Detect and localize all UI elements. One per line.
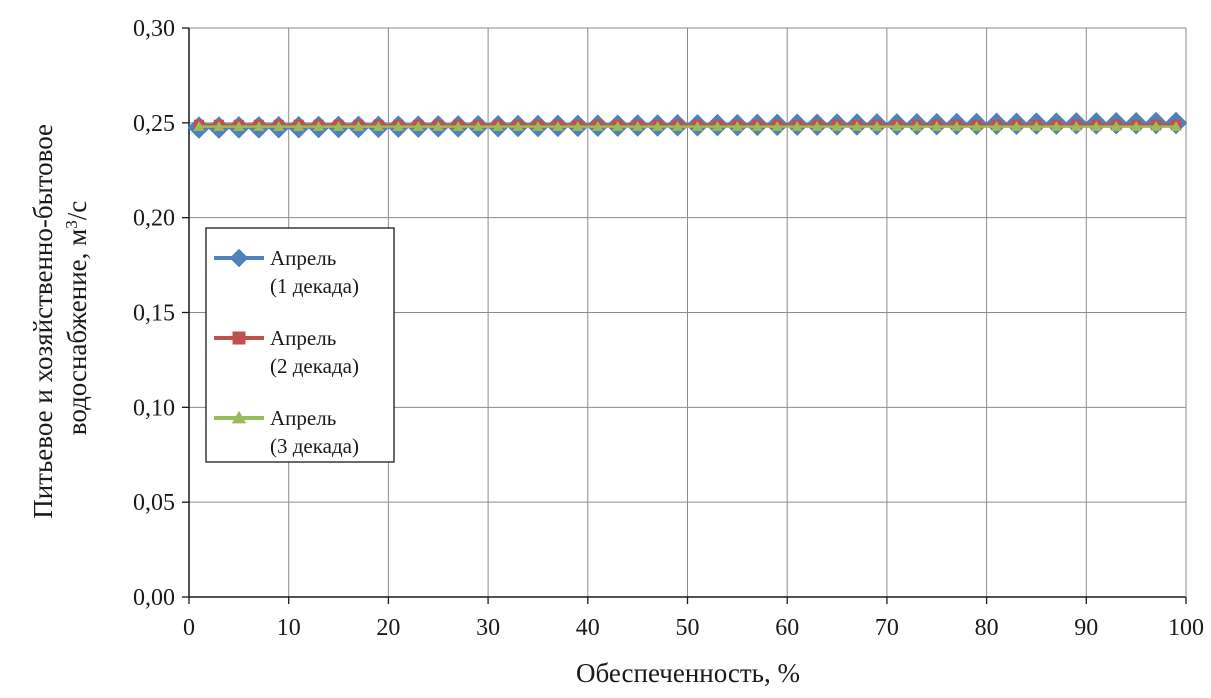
data-point (771, 121, 783, 131)
data-point (711, 121, 724, 131)
series-layer (187, 111, 1188, 139)
x-tick-label: 10 (277, 615, 301, 641)
data-point (990, 121, 1003, 131)
legend-label-line1: Апрель (270, 406, 336, 430)
data-point (651, 121, 664, 131)
legend-swatch-marker (229, 248, 249, 268)
data-point (332, 121, 345, 131)
legend-item-1: Апрель (1 декада) (214, 246, 359, 298)
data-point (911, 121, 923, 131)
x-tick-label: 30 (476, 615, 500, 641)
data-point (851, 121, 863, 131)
data-point (871, 121, 883, 131)
data-point (452, 121, 464, 131)
y-tick-label: 0,25 (133, 111, 175, 137)
legend-item-3: Апрель (3 декада) (214, 406, 359, 458)
y-axis-title: Питьевое и хозяйственно-бытовое водоснаб… (28, 117, 92, 519)
data-point (592, 121, 604, 131)
data-point (253, 121, 265, 131)
data-point (392, 121, 404, 131)
data-point (1050, 121, 1062, 131)
data-point (412, 121, 424, 131)
ticks-layer: 0 10 20 30 40 50 60 70 80 90 100 0,00 0,05 0,10 0,15 0,… (133, 16, 1204, 641)
x-tick-label: 100 (1168, 615, 1204, 641)
legend-label-line2: (2 декада) (270, 354, 359, 378)
legend-item-2: Апрель (2 декада) (214, 326, 359, 378)
y-tick-label: 0,30 (133, 16, 175, 42)
data-point (472, 121, 484, 131)
data-point (632, 121, 644, 131)
legend-label-line1: Апрель (270, 326, 336, 350)
legend: Апрель (1 декада) Апрель (2 декада) Апрель (3… (205, 227, 395, 463)
y-axis-title-line2: водоснабжение, м3/с (62, 201, 93, 435)
data-point (691, 121, 704, 131)
data-point (1010, 121, 1023, 131)
data-point (1030, 121, 1043, 131)
x-tick-label: 0 (183, 615, 195, 641)
data-point (791, 121, 803, 131)
data-point (811, 121, 823, 131)
data-point (1130, 121, 1142, 131)
x-tick-label: 60 (775, 615, 799, 641)
data-point (572, 121, 584, 131)
data-point (372, 121, 385, 131)
x-tick-label: 40 (576, 615, 600, 641)
data-point (951, 121, 963, 131)
data-point (213, 121, 225, 131)
x-axis-title: Обеспеченность, % (576, 658, 800, 688)
data-point (293, 121, 305, 131)
series-3 (193, 121, 1182, 131)
y-tick-label: 0,05 (133, 490, 175, 516)
data-point (1110, 121, 1122, 131)
y-axis-title-line2-prefix: водоснабжение, м (62, 229, 92, 435)
data-point (751, 121, 763, 131)
y-tick-label: 0,15 (133, 301, 175, 327)
data-point (233, 121, 245, 131)
x-tick-label: 20 (376, 615, 400, 641)
x-tick-label: 70 (875, 615, 899, 641)
data-point (612, 121, 624, 131)
y-axis-title-line2-suffix: /с (62, 201, 92, 221)
y-tick-label: 0,10 (133, 395, 175, 421)
x-tick-label: 80 (975, 615, 999, 641)
data-point (552, 121, 564, 131)
data-point (313, 121, 325, 131)
data-point (532, 121, 544, 131)
data-point (1070, 121, 1082, 131)
x-tick-label: 90 (1074, 615, 1098, 641)
data-point (193, 121, 205, 131)
legend-label-line2: (3 декада) (270, 434, 359, 458)
data-point (971, 121, 983, 131)
legend-label-line1: Апрель (270, 246, 336, 270)
data-point (891, 121, 903, 131)
data-point (273, 121, 285, 131)
data-point (1150, 121, 1162, 131)
legend-label-line2: (1 декада) (270, 274, 359, 298)
data-point (831, 121, 843, 131)
data-point (352, 121, 365, 131)
legend-swatch-marker (232, 331, 246, 345)
x-tick-label: 50 (676, 615, 700, 641)
data-point (931, 121, 943, 131)
y-axis-title-unit-superscript: 3 (62, 220, 81, 229)
data-point (432, 121, 444, 131)
legend-items: Апрель (1 декада) Апрель (2 декада) Апрель (3… (214, 246, 359, 458)
data-point (1170, 121, 1182, 131)
data-point (1090, 121, 1102, 131)
data-point (731, 121, 743, 131)
y-tick-label: 0,20 (133, 206, 175, 232)
data-point (512, 121, 524, 131)
data-point (671, 121, 684, 131)
legend-swatch-marker (231, 410, 247, 424)
y-tick-label: 0,00 (133, 585, 175, 611)
y-axis-title-line1: Питьевое и хозяйственно-бытовое (28, 124, 58, 519)
data-point (492, 121, 504, 131)
